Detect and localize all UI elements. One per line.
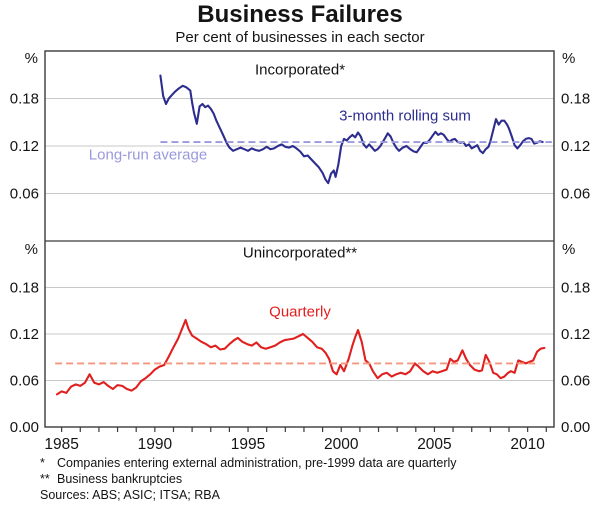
x-tick-label: 1995 [231,436,265,453]
chart-title: Business Failures [197,1,403,28]
bottom-panel-label: Unincorporated** [242,244,358,262]
y-tick-label-right: 0.06 [561,186,590,203]
rolling-sum-series-label: 3-month rolling sum [339,107,471,125]
x-tick-label: 2000 [324,436,359,453]
y-tick-label-left: 0.18 [10,280,39,297]
footnote-1-text: Companies entering external administrati… [57,456,457,470]
data-line [55,318,546,396]
y-tick-label-right: 0.18 [561,91,590,108]
percent-label: % [25,241,38,258]
footnotes: * Companies entering external administra… [40,455,457,503]
footnote-2-marker: ** [40,472,50,486]
footnote-2-text: Business bankruptcies [57,472,183,486]
y-tick-label-right: 0.12 [561,138,590,155]
y-tick-label-left: 0.00 [10,419,39,436]
y-tick-label-left: 0.18 [10,91,39,108]
y-tick-label-left: 0.12 [10,326,39,343]
longrun-average-label: Long-run average [88,146,208,164]
x-tick-label: 2010 [510,436,545,453]
y-tick-label-right: 0.18 [561,280,590,297]
sources-line: Sources: ABS; ASIC; ITSA; RBA [40,487,457,503]
sources-text: Sources: ABS; ASIC; ITSA; RBA [40,488,220,502]
footnote-2: ** Business bankruptcies [40,471,457,487]
footnote-1: * Companies entering external administra… [40,455,457,471]
x-tick-label: 1990 [138,436,173,453]
y-tick-label-right: 0.00 [561,419,590,436]
percent-label: % [562,241,575,258]
percent-label: % [562,50,575,67]
y-tick-label-right: 0.12 [561,326,590,343]
x-tick-label: 1985 [44,436,78,453]
data-line [159,74,544,185]
quarterly-series-label: Quarterly [269,303,331,321]
x-tick-label: 2005 [417,436,451,453]
plot-frame [44,50,555,428]
y-tick-label-left: 0.06 [10,186,39,203]
y-tick-label-left: 0.12 [10,138,39,155]
y-tick-label-right: 0.06 [561,373,590,390]
chart-subtitle: Per cent of businesses in each sector [175,29,425,46]
percent-label: % [25,50,38,67]
footnote-1-marker: * [40,456,45,470]
y-tick-label-left: 0.06 [10,373,39,390]
top-panel-label: Incorporated* [254,61,346,79]
